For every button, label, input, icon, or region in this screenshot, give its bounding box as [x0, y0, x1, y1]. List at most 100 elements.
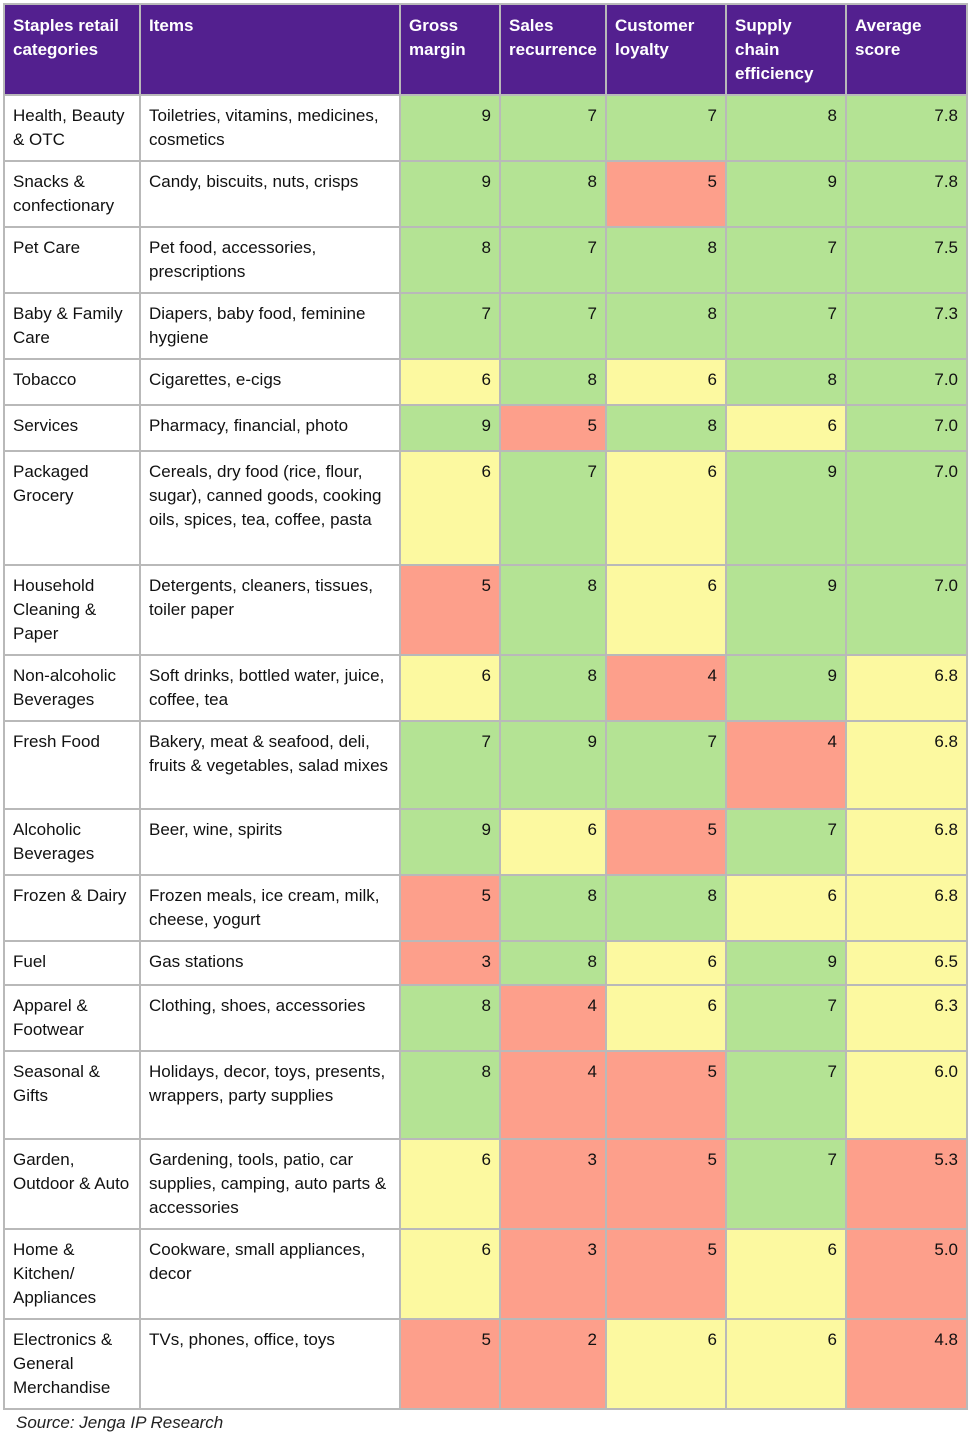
gross-margin-cell: 7 — [399, 292, 501, 360]
table-row: Baby & Family Care Diapers, baby food, fe… — [3, 292, 968, 360]
average-score-cell: 5.0 — [845, 1228, 968, 1320]
items-cell: Diapers, baby food, feminine hygiene — [139, 292, 401, 360]
customer-loyalty-cell: 5 — [605, 1050, 727, 1140]
supply-chain-cell: 8 — [725, 358, 847, 406]
table-row: Non-alcoholic Beverages Soft drinks, bott… — [3, 654, 968, 722]
supply-chain-cell: 6 — [725, 874, 847, 942]
gross-margin-cell: 9 — [399, 808, 501, 876]
header-average-score: Average score — [845, 3, 968, 96]
average-score-cell: 6.8 — [845, 808, 968, 876]
supply-chain-cell: 7 — [725, 1050, 847, 1140]
table-row: Services Pharmacy, financial, photo 9 5 8 6 7.… — [3, 404, 968, 452]
gross-margin-cell: 9 — [399, 94, 501, 162]
average-score-cell: 6.5 — [845, 940, 968, 986]
category-cell: Household Cleaning & Paper — [3, 564, 141, 656]
average-score-cell: 7.0 — [845, 358, 968, 406]
supply-chain-cell: 9 — [725, 160, 847, 228]
items-cell: Candy, biscuits, nuts, crisps — [139, 160, 401, 228]
category-cell: Frozen & Dairy — [3, 874, 141, 942]
items-cell: Gas stations — [139, 940, 401, 986]
customer-loyalty-cell: 6 — [605, 940, 727, 986]
customer-loyalty-cell: 7 — [605, 94, 727, 162]
retail-categories-table: Staples retail categories Items Gross ma… — [3, 3, 968, 1410]
table-row: Electronics & General Merchandise TVs, ph… — [3, 1318, 968, 1410]
supply-chain-cell: 9 — [725, 940, 847, 986]
items-cell: Cereals, dry food (rice, flour, sugar), … — [139, 450, 401, 566]
supply-chain-cell: 6 — [725, 404, 847, 452]
sales-recurrence-cell: 2 — [499, 1318, 607, 1410]
average-score-cell: 7.5 — [845, 226, 968, 294]
customer-loyalty-cell: 6 — [605, 358, 727, 406]
table-row: Fresh Food Bakery, meat & seafood, deli, … — [3, 720, 968, 810]
items-cell: Holidays, decor, toys, presents, wrapper… — [139, 1050, 401, 1140]
category-cell: Snacks & confectionary — [3, 160, 141, 228]
supply-chain-cell: 9 — [725, 564, 847, 656]
source-note: Source: Jenga IP Research — [16, 1413, 224, 1432]
customer-loyalty-cell: 4 — [605, 654, 727, 722]
items-cell: TVs, phones, office, toys — [139, 1318, 401, 1410]
customer-loyalty-cell: 5 — [605, 160, 727, 228]
sales-recurrence-cell: 9 — [499, 720, 607, 810]
supply-chain-cell: 7 — [725, 226, 847, 294]
category-cell: Tobacco — [3, 358, 141, 406]
sales-recurrence-cell: 8 — [499, 874, 607, 942]
gross-margin-cell: 6 — [399, 1138, 501, 1230]
header-customer-loyalty: Customer loyalty — [605, 3, 727, 96]
gross-margin-cell: 8 — [399, 226, 501, 294]
items-cell: Bakery, meat & seafood, deli, fruits & v… — [139, 720, 401, 810]
category-cell: Fuel — [3, 940, 141, 986]
table-row: Seasonal & Gifts Holidays, decor, toys, p… — [3, 1050, 968, 1140]
customer-loyalty-cell: 5 — [605, 1138, 727, 1230]
sales-recurrence-cell: 4 — [499, 984, 607, 1052]
header-items: Items — [139, 3, 401, 96]
header-gross-margin: Gross margin — [399, 3, 501, 96]
sales-recurrence-cell: 8 — [499, 358, 607, 406]
items-cell: Pharmacy, financial, photo — [139, 404, 401, 452]
category-cell: Apparel & Footwear — [3, 984, 141, 1052]
items-cell: Cookware, small appliances, decor — [139, 1228, 401, 1320]
items-cell: Gardening, tools, patio, car supplies, c… — [139, 1138, 401, 1230]
customer-loyalty-cell: 8 — [605, 874, 727, 942]
category-cell: Alcoholic Beverages — [3, 808, 141, 876]
gross-margin-cell: 8 — [399, 1050, 501, 1140]
customer-loyalty-cell: 5 — [605, 808, 727, 876]
average-score-cell: 6.8 — [845, 874, 968, 942]
gross-margin-cell: 5 — [399, 564, 501, 656]
gross-margin-cell: 5 — [399, 874, 501, 942]
customer-loyalty-cell: 6 — [605, 564, 727, 656]
items-cell: Beer, wine, spirits — [139, 808, 401, 876]
table-row: Garden, Outdoor & Auto Gardening, tools, … — [3, 1138, 968, 1230]
gross-margin-cell: 9 — [399, 404, 501, 452]
sales-recurrence-cell: 7 — [499, 226, 607, 294]
header-supply-chain: Supply chain efficiency — [725, 3, 847, 96]
average-score-cell: 6.8 — [845, 654, 968, 722]
average-score-cell: 4.8 — [845, 1318, 968, 1410]
category-cell: Pet Care — [3, 226, 141, 294]
supply-chain-cell: 6 — [725, 1318, 847, 1410]
gross-margin-cell: 8 — [399, 984, 501, 1052]
table-row: Packaged Grocery Cereals, dry food (rice,… — [3, 450, 968, 566]
average-score-cell: 7.0 — [845, 564, 968, 656]
items-cell: Pet food, accessories, prescriptions — [139, 226, 401, 294]
table-row: Tobacco Cigarettes, e-cigs 6 8 6 8 7.0 — [3, 358, 968, 406]
customer-loyalty-cell: 6 — [605, 1318, 727, 1410]
items-cell: Soft drinks, bottled water, juice, coffe… — [139, 654, 401, 722]
category-cell: Fresh Food — [3, 720, 141, 810]
average-score-cell: 5.3 — [845, 1138, 968, 1230]
category-cell: Home & Kitchen/ Appliances — [3, 1228, 141, 1320]
customer-loyalty-cell: 8 — [605, 226, 727, 294]
supply-chain-cell: 4 — [725, 720, 847, 810]
category-cell: Garden, Outdoor & Auto — [3, 1138, 141, 1230]
category-cell: Baby & Family Care — [3, 292, 141, 360]
supply-chain-cell: 6 — [725, 1228, 847, 1320]
items-cell: Toiletries, vitamins, medicines, cosmeti… — [139, 94, 401, 162]
items-cell: Cigarettes, e-cigs — [139, 358, 401, 406]
category-cell: Packaged Grocery — [3, 450, 141, 566]
sales-recurrence-cell: 8 — [499, 160, 607, 228]
table-row: Snacks & confectionary Candy, biscuits, n… — [3, 160, 968, 228]
customer-loyalty-cell: 6 — [605, 984, 727, 1052]
sales-recurrence-cell: 6 — [499, 808, 607, 876]
supply-chain-cell: 8 — [725, 94, 847, 162]
gross-margin-cell: 6 — [399, 654, 501, 722]
sales-recurrence-cell: 4 — [499, 1050, 607, 1140]
